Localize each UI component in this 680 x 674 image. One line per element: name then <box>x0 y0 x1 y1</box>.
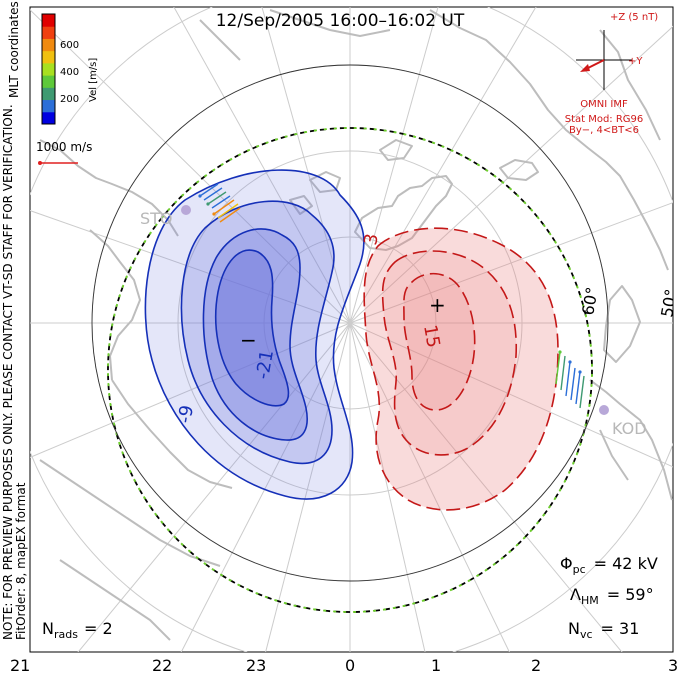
contour-minus-9 <box>180 200 335 465</box>
stat-lambda-hm-value: = 59° <box>607 585 654 604</box>
colorbar-segment <box>42 75 55 88</box>
imf-y-label: +Y <box>628 56 643 67</box>
stat-nvc-value: = 31 <box>601 619 640 638</box>
contour-plus-3 <box>363 227 559 511</box>
dawn-cell <box>363 227 559 511</box>
stat-nvc-symbol: N <box>568 619 580 638</box>
contour-label-minus-21: -21 <box>252 348 278 381</box>
svg-text:Nrads= 2: Nrads = 2 <box>42 619 113 641</box>
contour-label-minus-9: -9 <box>174 404 198 425</box>
kod-vectors <box>555 350 585 409</box>
stat-nvc-sub: vc <box>580 628 593 641</box>
preview-notice: NOTE: FOR PREVIEW PURPOSES ONLY. PLEASE … <box>1 104 15 640</box>
reference-vector-label: 1000 m/s <box>36 140 92 154</box>
radar-kod: KOD <box>599 405 647 438</box>
reference-vector-origin <box>38 161 42 165</box>
imf-vector-head <box>580 64 590 72</box>
contour-minus-21 <box>215 249 290 407</box>
stat-phi-pc: Φpc = 42 kV <box>560 554 658 576</box>
stat-nrads-symbol: N <box>42 619 54 638</box>
colorbar-segment <box>42 99 55 113</box>
colorbar-segment <box>42 38 55 52</box>
imf-z-label: +Z (5 nT) <box>610 12 658 23</box>
stat-lambda-hm-symbol: Λ <box>570 585 581 604</box>
coastline-greenland <box>354 175 453 251</box>
radar-kod-marker <box>599 405 609 415</box>
colorbar-segment <box>42 62 55 76</box>
hm-boundary-base <box>107 127 593 613</box>
radar-sto: STO <box>140 205 191 228</box>
reference-vector: 1000 m/s <box>36 140 92 165</box>
svg-text:Φpc= 42 kV: Φpc = 42 kV <box>560 554 658 576</box>
stat-nrads-sub: rads <box>54 628 78 641</box>
svg-text:Nvc= 31: Nvc = 31 <box>568 619 639 641</box>
velocity-color-bar <box>41 13 56 125</box>
coastline-pacific <box>199 9 391 61</box>
latitude-label-60: 60° <box>578 285 602 316</box>
stat-phi-pc-symbol: Φ <box>560 554 573 573</box>
colorbar-segment <box>42 14 55 27</box>
latitude-label-50: 50° <box>657 287 680 318</box>
fit-order-label: FitOrder: 8, mapEX format <box>14 482 28 640</box>
coastline-arctic-islands <box>289 139 413 215</box>
radar-kod-label: KOD <box>612 419 647 438</box>
colorbar-segment <box>42 26 55 39</box>
mlt-tick-22: 22 <box>152 656 172 674</box>
mlt-tick-3: 3 <box>668 656 678 674</box>
coordinates-label: MLT coordinates <box>7 1 21 98</box>
coastline-canada <box>39 139 179 381</box>
contour-label-plus-3: 3 <box>360 232 383 247</box>
imf-source-label: OMNI IMF <box>580 99 628 110</box>
stat-lambda-hm-sub: HM <box>581 594 599 607</box>
map-title: 12/Sep/2005 16:00–16:02 UT <box>216 11 465 31</box>
colorbar-segment <box>42 87 55 101</box>
coastline-scandinavia <box>429 9 669 271</box>
colorbar-frame <box>41 13 56 125</box>
radar-sto-label: STO <box>140 209 173 228</box>
dusk-cell <box>144 169 365 500</box>
colorbar-segment <box>42 111 55 125</box>
potential-minimum-marker: − <box>240 328 257 352</box>
potential-maximum-marker: + <box>429 293 446 317</box>
coastlines <box>39 9 673 641</box>
contour-minus-15 <box>202 228 308 441</box>
stat-phi-pc-value: = 42 kV <box>594 554 658 573</box>
imf-clock: +Z (5 nT) +Y OMNI IMF Stat Mod: RG96 By−… <box>565 12 659 136</box>
stat-nvc: Nvc = 31 <box>568 619 639 641</box>
colorbar-unit-label: Vel [m/s] <box>88 58 99 102</box>
stat-phi-pc-sub: pc <box>573 563 586 576</box>
coastline-europe <box>589 379 673 501</box>
stat-nrads-value: = 2 <box>84 619 113 638</box>
latitude-circle-60-dark <box>91 64 609 582</box>
stat-lambda-hm: ΛHM = 59° <box>570 585 654 607</box>
contour-minus-3 <box>144 169 365 500</box>
sto-vectors <box>198 183 241 223</box>
svg-text:ΛHM= 59°: ΛHM = 59° <box>570 585 654 607</box>
colorbar-tick-600: 600 <box>60 40 79 51</box>
mlt-tick-0: 0 <box>345 656 355 674</box>
imf-conditions-label: By−, 4<BT<6 <box>569 125 639 136</box>
statistical-model-label: Stat Mod: RG96 <box>565 114 644 125</box>
contour-plus-9 <box>381 250 518 456</box>
mlt-tick-1: 1 <box>431 656 441 674</box>
stat-nrads: Nrads = 2 <box>42 619 113 641</box>
mlt-tick-23: 23 <box>246 656 266 674</box>
contour-plus-15 <box>403 272 476 411</box>
coastline-iceland <box>499 159 539 181</box>
colorbar-tick-200: 200 <box>60 94 79 105</box>
mlt-tick-2: 2 <box>531 656 541 674</box>
coastline-hudson-bay <box>111 379 233 489</box>
coastline-north-america <box>39 459 221 641</box>
coastline-britain <box>603 285 641 363</box>
colorbar-segment <box>42 50 55 64</box>
contour-label-plus-15: 15 <box>419 323 444 349</box>
radar-sto-marker <box>181 205 191 215</box>
colorbar-tick-400: 400 <box>60 67 79 78</box>
mlt-tick-21: 21 <box>10 656 30 674</box>
